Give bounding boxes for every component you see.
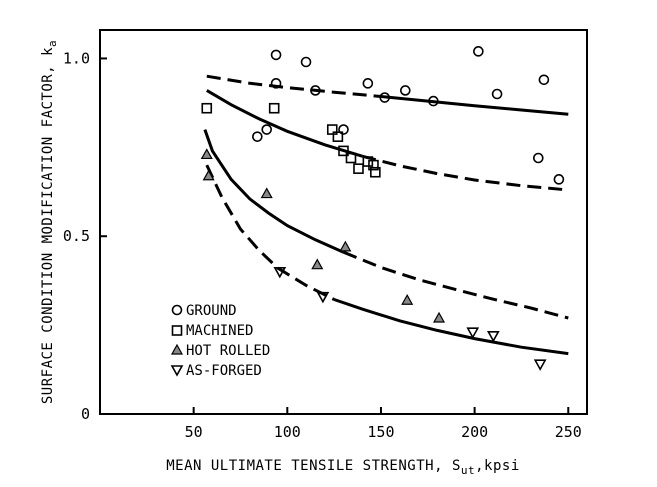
point-ground — [261, 124, 273, 135]
curve-ground-part-1 — [206, 74, 382, 98]
legend-label-hot-rolled: HOT ROLLED — [186, 343, 270, 359]
curve-machined-part-1 — [206, 89, 363, 158]
legend-label-ground: GROUND — [186, 303, 237, 319]
y-axis-label-sub: a — [46, 40, 59, 47]
point-hot-rolled — [433, 311, 446, 323]
point-machined — [368, 159, 379, 171]
point-as-forged — [316, 291, 330, 304]
point-ground — [270, 78, 282, 89]
legend-marker-triangle-up-icon — [170, 343, 184, 355]
x-tick-label: 200 — [461, 423, 488, 441]
curve-ground-part-2 — [380, 95, 569, 116]
x-axis-label-suffix: ,kpsi — [475, 458, 520, 474]
axis-ticks: 50 100 150 200 250 0 0.5 1.0 — [63, 49, 582, 441]
point-machined — [353, 163, 364, 174]
point-as-forged — [486, 330, 500, 343]
point-ground — [300, 56, 312, 68]
legend-item-ground: GROUND — [171, 303, 237, 319]
point-ground — [270, 49, 282, 61]
legend-item-hot-rolled: HOT ROLLED — [170, 343, 270, 359]
point-ground — [379, 92, 391, 103]
point-ground — [338, 124, 349, 135]
y-axis-label: SURFACE CONDITION MODIFICATION FACTOR, k… — [40, 40, 59, 404]
legend-item-as-forged: AS-FORGED — [170, 363, 262, 379]
point-hot-rolled — [260, 187, 273, 199]
point-ground — [252, 131, 263, 142]
legend-label-as-forged: AS-FORGED — [186, 363, 262, 379]
point-ground — [538, 74, 550, 86]
point-ground — [428, 95, 439, 107]
point-hot-rolled — [311, 258, 324, 270]
legend-item-machined: MACHINED — [171, 323, 253, 339]
legend-marker-circle-icon — [171, 304, 183, 316]
point-machined — [332, 131, 344, 142]
point-machined — [338, 145, 349, 157]
x-tick-label: 100 — [274, 423, 301, 441]
point-machined — [370, 166, 381, 178]
point-ground — [553, 174, 565, 185]
legend-marker-square-icon — [171, 325, 183, 336]
y-tick-label: 0.5 — [63, 227, 90, 245]
point-as-forged — [273, 266, 287, 279]
point-as-forged — [533, 359, 547, 371]
point-machined — [268, 102, 280, 114]
y-axis-label-main: SURFACE CONDITION MODIFICATION FACTOR, k — [40, 47, 56, 404]
y-tick-label: 0 — [81, 405, 90, 423]
y-tick-label: 1.0 — [63, 49, 90, 67]
legend-marker-triangle-down-icon — [170, 365, 184, 377]
data-points — [200, 46, 565, 371]
point-machined — [326, 124, 338, 135]
x-axis-label: MEAN ULTIMATE TENSILE STRENGTH, Sut,kpsi — [166, 458, 520, 477]
point-ground — [473, 46, 484, 57]
point-machined — [345, 152, 357, 164]
point-hot-rolled — [401, 293, 414, 305]
point-ground — [362, 78, 374, 89]
fit-curves — [203, 74, 569, 356]
point-ground — [310, 85, 321, 96]
legend: GROUND MACHINED HOT ROLLED AS-FORGED — [170, 303, 270, 379]
point-ground — [532, 152, 544, 164]
point-as-forged — [466, 327, 480, 339]
curve-hot-rolled-part-1 — [203, 129, 345, 254]
point-hot-rolled — [339, 240, 352, 252]
point-hot-rolled — [202, 169, 215, 181]
curve-hot-rolled-part-2 — [342, 250, 569, 320]
point-hot-rolled — [200, 148, 213, 160]
point-machined — [201, 102, 213, 114]
point-machined — [362, 156, 374, 167]
curve-as-forged-part-2 — [333, 298, 569, 356]
x-tick-label: 150 — [367, 423, 394, 441]
curve-as-forged-part-1 — [205, 164, 335, 301]
curve-machined-part-2 — [361, 154, 569, 192]
x-tick-label: 50 — [185, 423, 203, 441]
x-axis-label-sub: ut — [461, 464, 475, 477]
point-ground — [400, 85, 411, 96]
x-tick-label: 250 — [555, 423, 582, 441]
point-ground — [491, 88, 503, 100]
x-axis-label-main: MEAN ULTIMATE TENSILE STRENGTH, S — [166, 458, 461, 474]
legend-label-machined: MACHINED — [186, 323, 253, 339]
plot-frame — [99, 29, 588, 415]
